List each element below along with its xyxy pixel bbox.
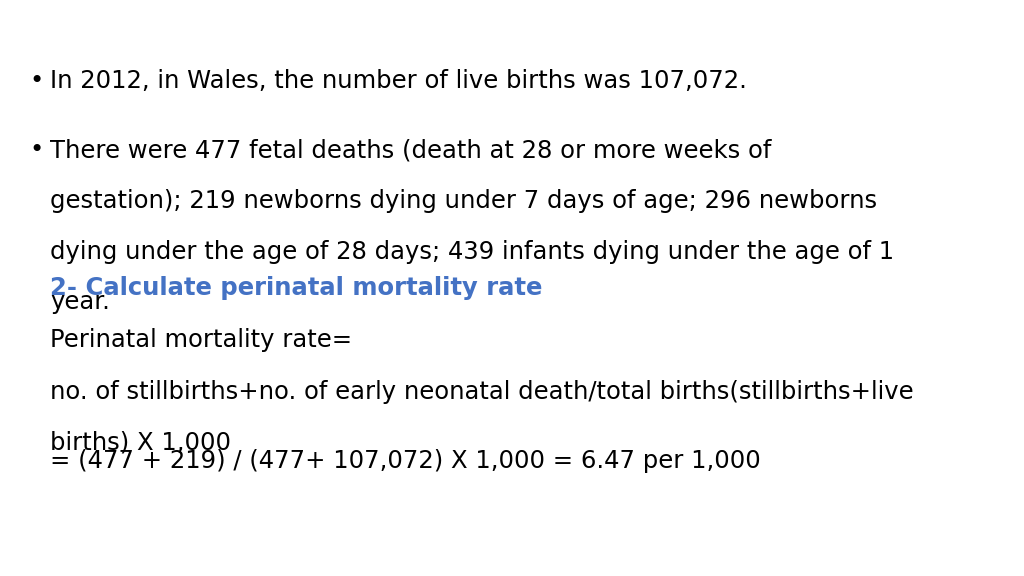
Text: births) X 1,000: births) X 1,000 bbox=[50, 431, 231, 455]
Text: 2- Calculate perinatal mortality rate: 2- Calculate perinatal mortality rate bbox=[50, 276, 543, 301]
Text: There were 477 fetal deaths (death at 28 or more weeks of: There were 477 fetal deaths (death at 28… bbox=[50, 138, 771, 162]
Text: = (477 + 219) / (477+ 107,072) X 1,000 = 6.47 per 1,000: = (477 + 219) / (477+ 107,072) X 1,000 =… bbox=[50, 449, 761, 473]
Text: gestation); 219 newborns dying under 7 days of age; 296 newborns: gestation); 219 newborns dying under 7 d… bbox=[50, 189, 878, 213]
Text: In 2012, in Wales, the number of live births was 107,072.: In 2012, in Wales, the number of live bi… bbox=[50, 69, 746, 93]
Text: •: • bbox=[29, 69, 43, 93]
Text: year.: year. bbox=[50, 290, 110, 314]
Text: •: • bbox=[29, 138, 43, 162]
Text: Perinatal mortality rate=: Perinatal mortality rate= bbox=[50, 328, 352, 353]
Text: dying under the age of 28 days; 439 infants dying under the age of 1: dying under the age of 28 days; 439 infa… bbox=[50, 240, 894, 264]
Text: no. of stillbirths+no. of early neonatal death/total births(stillbirths+live: no. of stillbirths+no. of early neonatal… bbox=[50, 380, 913, 404]
